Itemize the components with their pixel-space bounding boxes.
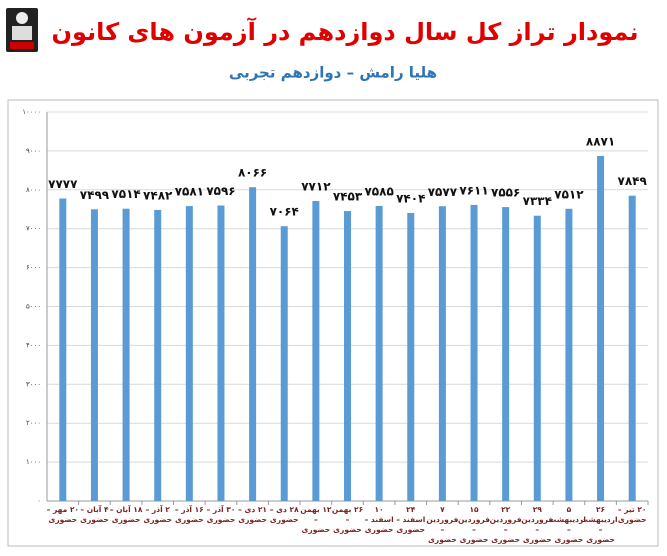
data-label: ۸۰۶۶ bbox=[238, 166, 267, 180]
x-tick-label: ۲۰ مهر – حضوری bbox=[46, 505, 79, 524]
bar bbox=[249, 187, 257, 501]
x-tick-label: ۴ آبان – حضوری bbox=[80, 505, 109, 524]
x-tick-label: ۲ آذر – حضوری bbox=[143, 505, 173, 524]
y-tick-label: ۳۰۰۰ bbox=[26, 380, 41, 388]
data-label: ۷۶۱۱ bbox=[459, 183, 488, 197]
logo bbox=[6, 8, 38, 52]
x-tick-label: ۱۲ بهمن – حضوری bbox=[300, 505, 332, 534]
bar bbox=[565, 208, 573, 501]
y-tick-label: ۲۰۰۰ bbox=[26, 419, 41, 427]
bar bbox=[438, 206, 446, 501]
chart-title: نمودار تراز کل سال دوازدهم در آزمون های … bbox=[52, 17, 639, 46]
y-tick-label: ۸۰۰۰ bbox=[26, 186, 41, 194]
x-tick-label: ۱۰ اسفند – حضوری bbox=[364, 505, 394, 534]
bar bbox=[154, 209, 162, 501]
data-label: ۷۴۰۴ bbox=[396, 191, 425, 205]
y-tick-label: ۶۰۰۰ bbox=[26, 264, 41, 272]
bar bbox=[312, 201, 320, 501]
y-tick-label: ۱۰۰۰ bbox=[26, 458, 41, 466]
data-label: ۷۳۳۴ bbox=[523, 194, 552, 208]
x-tick-label: ۲۶ بهمن – حضوری bbox=[331, 505, 364, 534]
x-tick-label: ۱۸ آبان – حضوری bbox=[109, 505, 143, 524]
bar bbox=[217, 205, 225, 501]
x-tick-label: ۵ اردیبهشت – حضوری bbox=[548, 505, 586, 544]
x-tick-label: ۳۰ آذر – حضوری bbox=[206, 505, 236, 524]
y-tick-label: ۵۰۰۰ bbox=[26, 303, 41, 311]
chart-subtitle: هلیا رامش – دوازدهم تجربی bbox=[229, 64, 437, 82]
x-tick-label: ۷ فروردین – حضوری bbox=[426, 505, 459, 544]
bar bbox=[375, 205, 383, 502]
x-tick-label: ۲۱ دی – حضوری bbox=[238, 505, 268, 524]
data-label: ۷۵۷۷ bbox=[428, 185, 458, 199]
bar bbox=[185, 206, 193, 501]
data-label: ۷۴۹۹ bbox=[80, 188, 110, 202]
y-tick-label: ۴۰۰۰ bbox=[26, 341, 41, 349]
y-tick-label: ۹۰۰۰ bbox=[26, 147, 41, 155]
data-label: ۷۰۶۴ bbox=[270, 205, 299, 219]
data-label: ۷۴۸۲ bbox=[143, 188, 173, 202]
bar bbox=[122, 208, 130, 502]
bar bbox=[470, 204, 478, 501]
x-tick-label: ۲۹ فروردین – حضوری bbox=[521, 505, 554, 544]
x-tick-label: ۲۲ فروردین – حضوری bbox=[489, 505, 522, 544]
data-label: ۷۷۷۷ bbox=[48, 177, 78, 191]
y-tick-label: ۰ bbox=[37, 497, 41, 505]
data-label: ۷۴۵۳ bbox=[333, 190, 363, 204]
x-tick-label: ۱۶ آذر – حضوری bbox=[174, 505, 204, 524]
bar bbox=[280, 226, 288, 502]
x-tick-label: ۲۶ اردیبهشت – حضوری bbox=[580, 505, 618, 544]
bar bbox=[59, 198, 67, 501]
bar bbox=[407, 212, 415, 501]
x-tick-label: ۲۴ اسفند – حضوری bbox=[396, 505, 426, 534]
x-tick-label: ۱۵ فروردین – حضوری bbox=[458, 505, 490, 544]
plot-frame bbox=[7, 99, 659, 547]
bar bbox=[597, 155, 605, 502]
data-label: ۷۵۸۱ bbox=[175, 185, 204, 199]
bar bbox=[628, 195, 636, 502]
data-label: ۷۵۱۴ bbox=[111, 187, 140, 201]
bar bbox=[502, 207, 510, 501]
data-label: ۷۷۱۲ bbox=[301, 180, 331, 194]
data-label: ۷۵۹۶ bbox=[206, 184, 235, 198]
bar bbox=[90, 209, 98, 502]
bar bbox=[533, 215, 541, 501]
y-tick-label: ۱۰۰۰۰ bbox=[22, 108, 41, 116]
bar bbox=[344, 211, 351, 501]
data-label: ۷۵۵۶ bbox=[491, 186, 520, 200]
x-tick-label: ۲۰ تیر – حضوری bbox=[617, 505, 647, 524]
x-tick-label: ۲۸ دی – حضوری bbox=[269, 505, 299, 524]
data-label: ۷۸۴۹ bbox=[618, 174, 648, 188]
data-label: ۷۵۱۲ bbox=[554, 187, 584, 201]
data-label: ۷۵۸۵ bbox=[364, 184, 393, 198]
data-label: ۸۸۷۱ bbox=[586, 134, 615, 148]
y-tick-label: ۷۰۰۰ bbox=[26, 225, 41, 233]
